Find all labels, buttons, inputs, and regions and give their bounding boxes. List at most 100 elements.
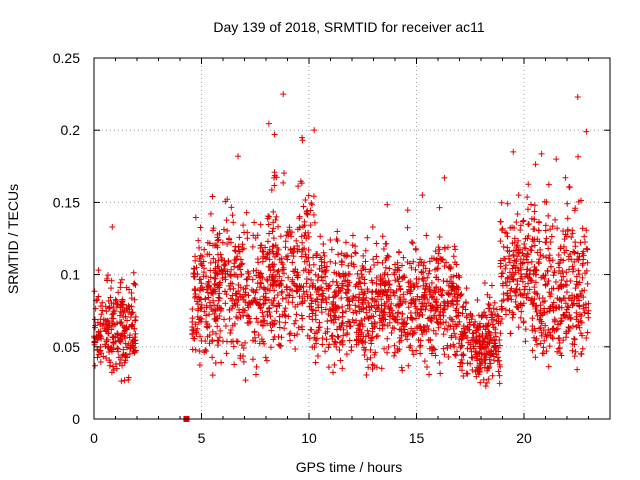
data-point <box>130 280 137 287</box>
data-point <box>352 249 359 256</box>
data-point <box>295 183 302 190</box>
data-point <box>318 309 325 316</box>
data-point <box>219 239 226 246</box>
data-point <box>206 251 213 258</box>
data-point <box>406 283 413 290</box>
data-point <box>410 351 417 358</box>
data-point <box>522 273 529 280</box>
data-point <box>361 276 368 283</box>
data-point <box>124 317 131 324</box>
data-point <box>418 269 425 276</box>
data-point <box>353 337 360 344</box>
data-point <box>316 266 323 273</box>
data-point <box>282 244 289 251</box>
data-point <box>122 340 129 347</box>
data-point <box>332 339 339 346</box>
data-point <box>428 279 435 286</box>
data-point <box>345 287 352 294</box>
data-point <box>583 245 590 252</box>
data-point <box>104 277 111 284</box>
data-point <box>381 305 388 312</box>
data-point <box>419 192 426 199</box>
data-point <box>271 169 278 176</box>
data-point <box>401 274 408 281</box>
data-point <box>300 223 307 230</box>
data-point <box>495 368 502 375</box>
data-point <box>545 245 552 252</box>
data-point <box>459 304 466 311</box>
data-point <box>305 233 312 240</box>
data-point <box>222 270 229 277</box>
y-tick-label: 0.2 <box>61 122 81 138</box>
data-point <box>310 193 317 200</box>
data-point <box>374 305 381 312</box>
data-point <box>325 364 332 371</box>
data-point <box>296 246 303 253</box>
data-point <box>108 326 115 333</box>
data-point <box>530 225 537 232</box>
data-point <box>512 298 519 305</box>
data-point <box>428 302 435 309</box>
data-point <box>211 280 218 287</box>
data-point <box>459 310 466 317</box>
data-point <box>214 237 221 244</box>
data-point <box>373 364 380 371</box>
data-point <box>559 267 566 274</box>
data-point <box>103 308 110 315</box>
data-point <box>453 289 460 296</box>
data-point <box>343 331 350 338</box>
data-point <box>229 280 236 287</box>
data-point <box>538 318 545 325</box>
data-point <box>323 285 330 292</box>
data-point <box>197 252 204 259</box>
data-point <box>306 269 313 276</box>
data-point <box>331 361 338 368</box>
data-point <box>529 301 536 308</box>
data-point <box>576 303 583 310</box>
data-point <box>426 288 433 295</box>
data-point <box>422 265 429 272</box>
data-point <box>294 269 301 276</box>
data-point <box>335 314 342 321</box>
data-point <box>323 263 330 270</box>
data-point <box>351 263 358 270</box>
data-point <box>456 363 463 370</box>
data-point <box>356 308 363 315</box>
data-point <box>367 354 374 361</box>
data-point <box>303 288 310 295</box>
data-point <box>295 324 302 331</box>
data-point <box>579 345 586 352</box>
data-point <box>490 324 497 331</box>
data-point <box>458 328 465 335</box>
data-point <box>95 328 102 335</box>
data-point <box>529 323 536 330</box>
data-point <box>394 319 401 326</box>
data-point <box>91 316 98 323</box>
data-point <box>243 282 250 289</box>
data-point <box>121 352 128 359</box>
data-point <box>440 312 447 319</box>
data-point <box>540 327 547 334</box>
data-point <box>102 341 109 348</box>
data-point <box>538 332 545 339</box>
data-point <box>322 348 329 355</box>
data-point <box>508 285 515 292</box>
data-point <box>244 319 251 326</box>
data-point <box>361 346 368 353</box>
data-point <box>312 359 319 366</box>
data-point <box>547 226 554 233</box>
data-point <box>121 377 128 384</box>
data-point <box>362 258 369 265</box>
data-point <box>371 324 378 331</box>
data-point <box>257 305 264 312</box>
data-point <box>339 303 346 310</box>
data-point <box>446 278 453 285</box>
data-point <box>197 224 204 231</box>
data-point <box>463 370 470 377</box>
data-point <box>413 347 420 354</box>
data-point <box>303 210 310 217</box>
data-point <box>579 332 586 339</box>
data-point <box>509 314 516 321</box>
data-point <box>562 300 569 307</box>
data-point <box>543 254 550 261</box>
